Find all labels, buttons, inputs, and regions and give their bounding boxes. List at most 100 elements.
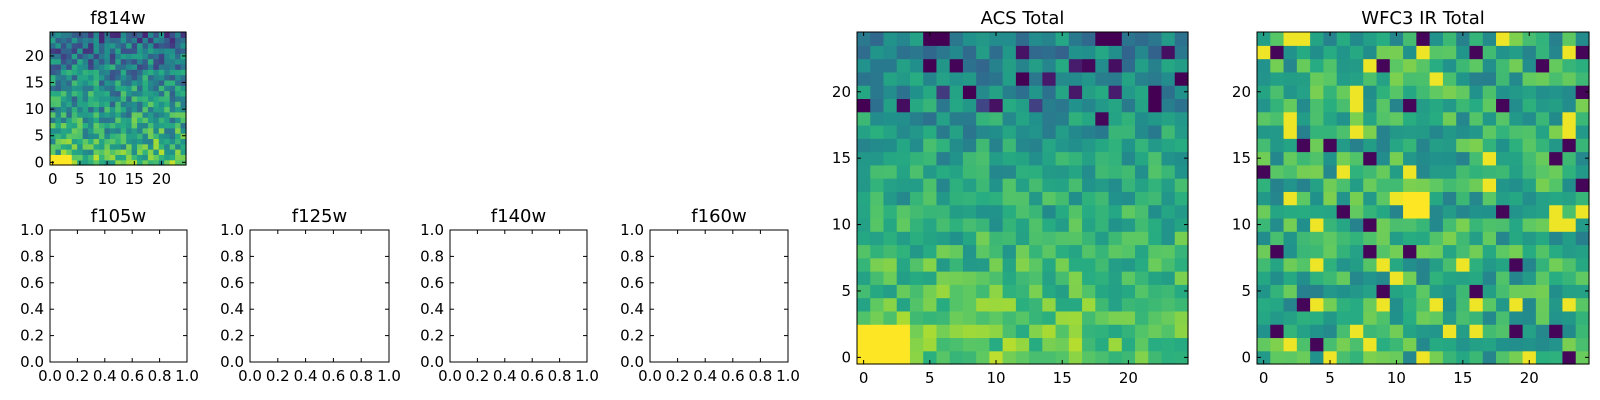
- heatmap-cell: [1055, 350, 1070, 365]
- heatmap-cell: [1496, 324, 1510, 339]
- heatmap-cell: [104, 37, 111, 44]
- heatmap-cell: [883, 217, 898, 232]
- heatmap-cell: [1174, 350, 1189, 365]
- heatmap-cell: [976, 178, 990, 192]
- heatmap-cell: [1496, 297, 1510, 312]
- heatmap-cell: [909, 244, 924, 259]
- heatmap-cell: [1095, 58, 1110, 73]
- heatmap-cell: [88, 69, 95, 76]
- heatmap-cell: [1349, 284, 1364, 299]
- heatmap-cell: [1575, 231, 1590, 246]
- heatmap-cell: [131, 111, 138, 118]
- heatmap-cell: [88, 32, 95, 38]
- heatmap-cell: [71, 138, 78, 145]
- heatmap-cell: [1257, 350, 1271, 365]
- heatmap-cell: [1310, 164, 1324, 179]
- heatmap-cell: [131, 122, 138, 129]
- heatmap-cell: [1522, 337, 1537, 352]
- heatmap-cell: [98, 106, 105, 113]
- heatmap-cell: [1283, 191, 1298, 206]
- heatmap-cell: [1095, 45, 1110, 60]
- heatmap-cell: [109, 42, 116, 49]
- heatmap-cell: [1363, 191, 1378, 206]
- heatmap-cell: [1310, 257, 1324, 272]
- heatmap-cell: [82, 37, 89, 44]
- heatmap-cell: [66, 63, 73, 70]
- heatmap-cell: [82, 149, 89, 155]
- heatmap-cell: [1042, 204, 1057, 219]
- heatmap-cell: [1323, 310, 1338, 325]
- heatmap-cell: [71, 79, 78, 86]
- heatmap-cell: [1323, 164, 1338, 179]
- heatmap-cell: [1482, 124, 1497, 139]
- heatmap-cell: [164, 101, 171, 108]
- heatmap-cell: [1482, 138, 1497, 153]
- heatmap-cell: [923, 204, 938, 219]
- heatmap-cell: [55, 42, 62, 49]
- heatmap-cell: [1257, 217, 1271, 232]
- heatmap-cell: [1055, 284, 1070, 299]
- heatmap-cell: [55, 90, 62, 97]
- heatmap-cell: [1416, 350, 1431, 365]
- heatmap-cell: [883, 71, 898, 86]
- heatmap-cell: [1376, 324, 1391, 339]
- heatmap-cell: [115, 106, 122, 113]
- x-tick-label: 15: [125, 170, 144, 188]
- heatmap-cell: [147, 37, 154, 44]
- x-tick-label: 10: [98, 170, 117, 188]
- heatmap-cell: [147, 95, 154, 102]
- heatmap-cell: [1108, 257, 1123, 272]
- heatmap-cell: [88, 74, 95, 81]
- heatmap-cell: [870, 138, 885, 153]
- heatmap-cell: [60, 47, 67, 54]
- heatmap-cell: [88, 117, 95, 124]
- heatmap-cell: [1002, 310, 1017, 325]
- heatmap-cell: [1121, 45, 1136, 60]
- heatmap-cell: [1161, 191, 1176, 206]
- heatmap-cell: [1148, 297, 1163, 312]
- heatmap-cell: [976, 231, 990, 246]
- heatmap-cell: [1015, 284, 1030, 299]
- heatmap-cell: [1042, 32, 1057, 46]
- heatmap-cell: [1323, 45, 1338, 60]
- heatmap-cell: [175, 42, 182, 49]
- heatmap-cell: [137, 111, 144, 118]
- heatmap-cell: [989, 85, 1004, 99]
- title-f105w: f105w: [91, 206, 146, 227]
- heatmap-cell: [896, 217, 911, 232]
- y-tick-label: 0: [841, 348, 851, 366]
- heatmap-cell: [1469, 271, 1484, 285]
- heatmap-cell: [1482, 151, 1497, 166]
- heatmap-cell: [50, 74, 57, 81]
- heatmap-cell: [923, 178, 938, 192]
- heatmap-cell: [82, 122, 89, 129]
- x-tick-label: 20: [1520, 369, 1539, 387]
- heatmap-cell: [93, 143, 100, 150]
- heatmap-cell: [77, 85, 84, 92]
- heatmap-cell: [1148, 310, 1163, 325]
- heatmap-cell: [158, 47, 165, 54]
- heatmap-cell: [976, 191, 990, 206]
- heatmap-cell: [1509, 98, 1524, 113]
- heatmap-cell: [137, 117, 144, 124]
- heatmap-cell: [909, 138, 924, 153]
- heatmap-cell: [71, 42, 78, 49]
- heatmap-cell: [175, 133, 182, 139]
- heatmap-cell: [126, 85, 133, 92]
- heatmap-cell: [164, 47, 171, 54]
- heatmap-cell: [1389, 45, 1404, 60]
- heatmap-cell: [1161, 337, 1176, 352]
- heatmap-cell: [962, 111, 977, 126]
- heatmap-cell: [1349, 297, 1364, 312]
- heatmap-cell: [1270, 32, 1285, 46]
- heatmap-cell: [1469, 111, 1484, 126]
- heatmap-cell: [1310, 337, 1324, 352]
- heatmap-cell: [142, 101, 149, 108]
- heatmap-cell: [949, 217, 964, 232]
- heatmap-cell: [115, 74, 122, 81]
- heatmap-cell: [1389, 151, 1404, 166]
- heatmap-cell: [1549, 244, 1564, 259]
- heatmap-cell: [77, 111, 84, 118]
- heatmap-cell: [1336, 310, 1351, 325]
- heatmap-cell: [1296, 217, 1311, 232]
